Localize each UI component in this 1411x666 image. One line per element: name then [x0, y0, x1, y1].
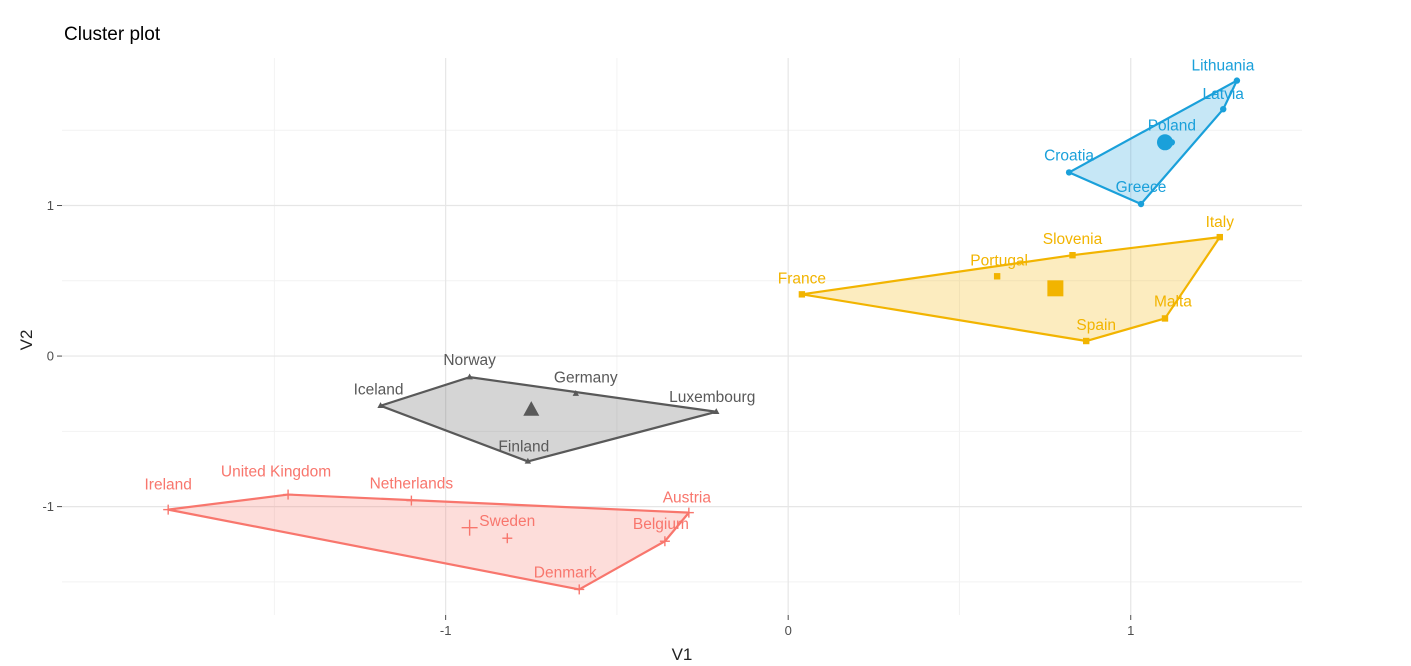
- point-label: Finland: [498, 438, 549, 455]
- x-tick-label: 1: [1127, 623, 1134, 638]
- y-axis-title: V2: [17, 330, 36, 351]
- y-tick-label: -1: [42, 499, 54, 514]
- point-label: Greece: [1116, 179, 1167, 196]
- point-label: Denmark: [534, 564, 597, 581]
- point-label: Belgium: [633, 516, 689, 533]
- cluster-hull-3: [800, 236, 1221, 343]
- cluster-centroid-4: [1156, 134, 1173, 151]
- data-point: [713, 408, 720, 414]
- x-tick-label: -1: [440, 623, 452, 638]
- data-point: [1069, 252, 1076, 259]
- point-label: Italy: [1206, 214, 1235, 231]
- data-point: [1065, 169, 1073, 176]
- x-axis-ticks: -1 0 1: [440, 615, 1134, 638]
- point-label: Lithuania: [1191, 58, 1254, 75]
- data-point: [406, 495, 417, 506]
- grid: [62, 58, 1302, 615]
- cluster-centroid-1: [461, 519, 478, 536]
- data-point: [1082, 337, 1090, 345]
- data-point: [993, 273, 1001, 280]
- point-label: Norway: [443, 352, 496, 369]
- point-label: Iceland: [354, 382, 404, 399]
- point-label: Germany: [554, 370, 618, 387]
- data-point: [524, 457, 532, 464]
- x-tick-label: 0: [785, 623, 792, 638]
- point-label: France: [778, 270, 826, 287]
- data-point: [283, 489, 294, 500]
- data-point: [1137, 200, 1145, 208]
- point-label: Sweden: [479, 513, 535, 530]
- cluster-centroid-2: [523, 401, 540, 416]
- point-label: Austria: [663, 490, 712, 507]
- y-axis-ticks: -1 0 1: [42, 198, 62, 514]
- point-label: Slovenia: [1043, 231, 1103, 248]
- data-point: [502, 533, 513, 544]
- data-point: [659, 536, 670, 547]
- data-points: [163, 77, 1241, 595]
- point-label: Latvia: [1203, 86, 1245, 103]
- data-point: [1233, 77, 1241, 84]
- point-labels: Ireland United Kingdom Netherlands Austria B…: [144, 58, 1254, 582]
- point-label: Netherlands: [370, 476, 454, 493]
- point-label: Luxembourg: [669, 389, 755, 406]
- cluster-centroids: [461, 134, 1173, 536]
- data-point: [683, 507, 694, 518]
- y-tick-label: 1: [47, 198, 54, 213]
- cluster-hull-1: [167, 493, 690, 591]
- data-point: [1168, 139, 1176, 146]
- data-point: [377, 402, 384, 408]
- data-point: [1161, 315, 1169, 322]
- point-label: Malta: [1154, 293, 1192, 310]
- x-axis-title: V1: [672, 645, 693, 664]
- point-label: Spain: [1076, 317, 1116, 334]
- cluster-hulls: [167, 79, 1239, 591]
- point-label: Poland: [1148, 117, 1196, 134]
- data-point: [1220, 105, 1227, 113]
- cluster-centroid-3: [1047, 280, 1064, 297]
- data-point: [572, 390, 580, 396]
- chart-title: Cluster plot: [64, 24, 161, 45]
- data-point: [574, 584, 585, 595]
- point-label: United Kingdom: [221, 464, 331, 481]
- point-label: Portugal: [970, 252, 1028, 269]
- data-point: [798, 291, 806, 298]
- data-point: [163, 504, 174, 515]
- y-tick-label: 0: [47, 349, 54, 364]
- point-label: Ireland: [144, 477, 191, 494]
- data-point: [466, 373, 473, 380]
- point-label: Croatia: [1044, 147, 1094, 164]
- data-point: [1216, 233, 1223, 241]
